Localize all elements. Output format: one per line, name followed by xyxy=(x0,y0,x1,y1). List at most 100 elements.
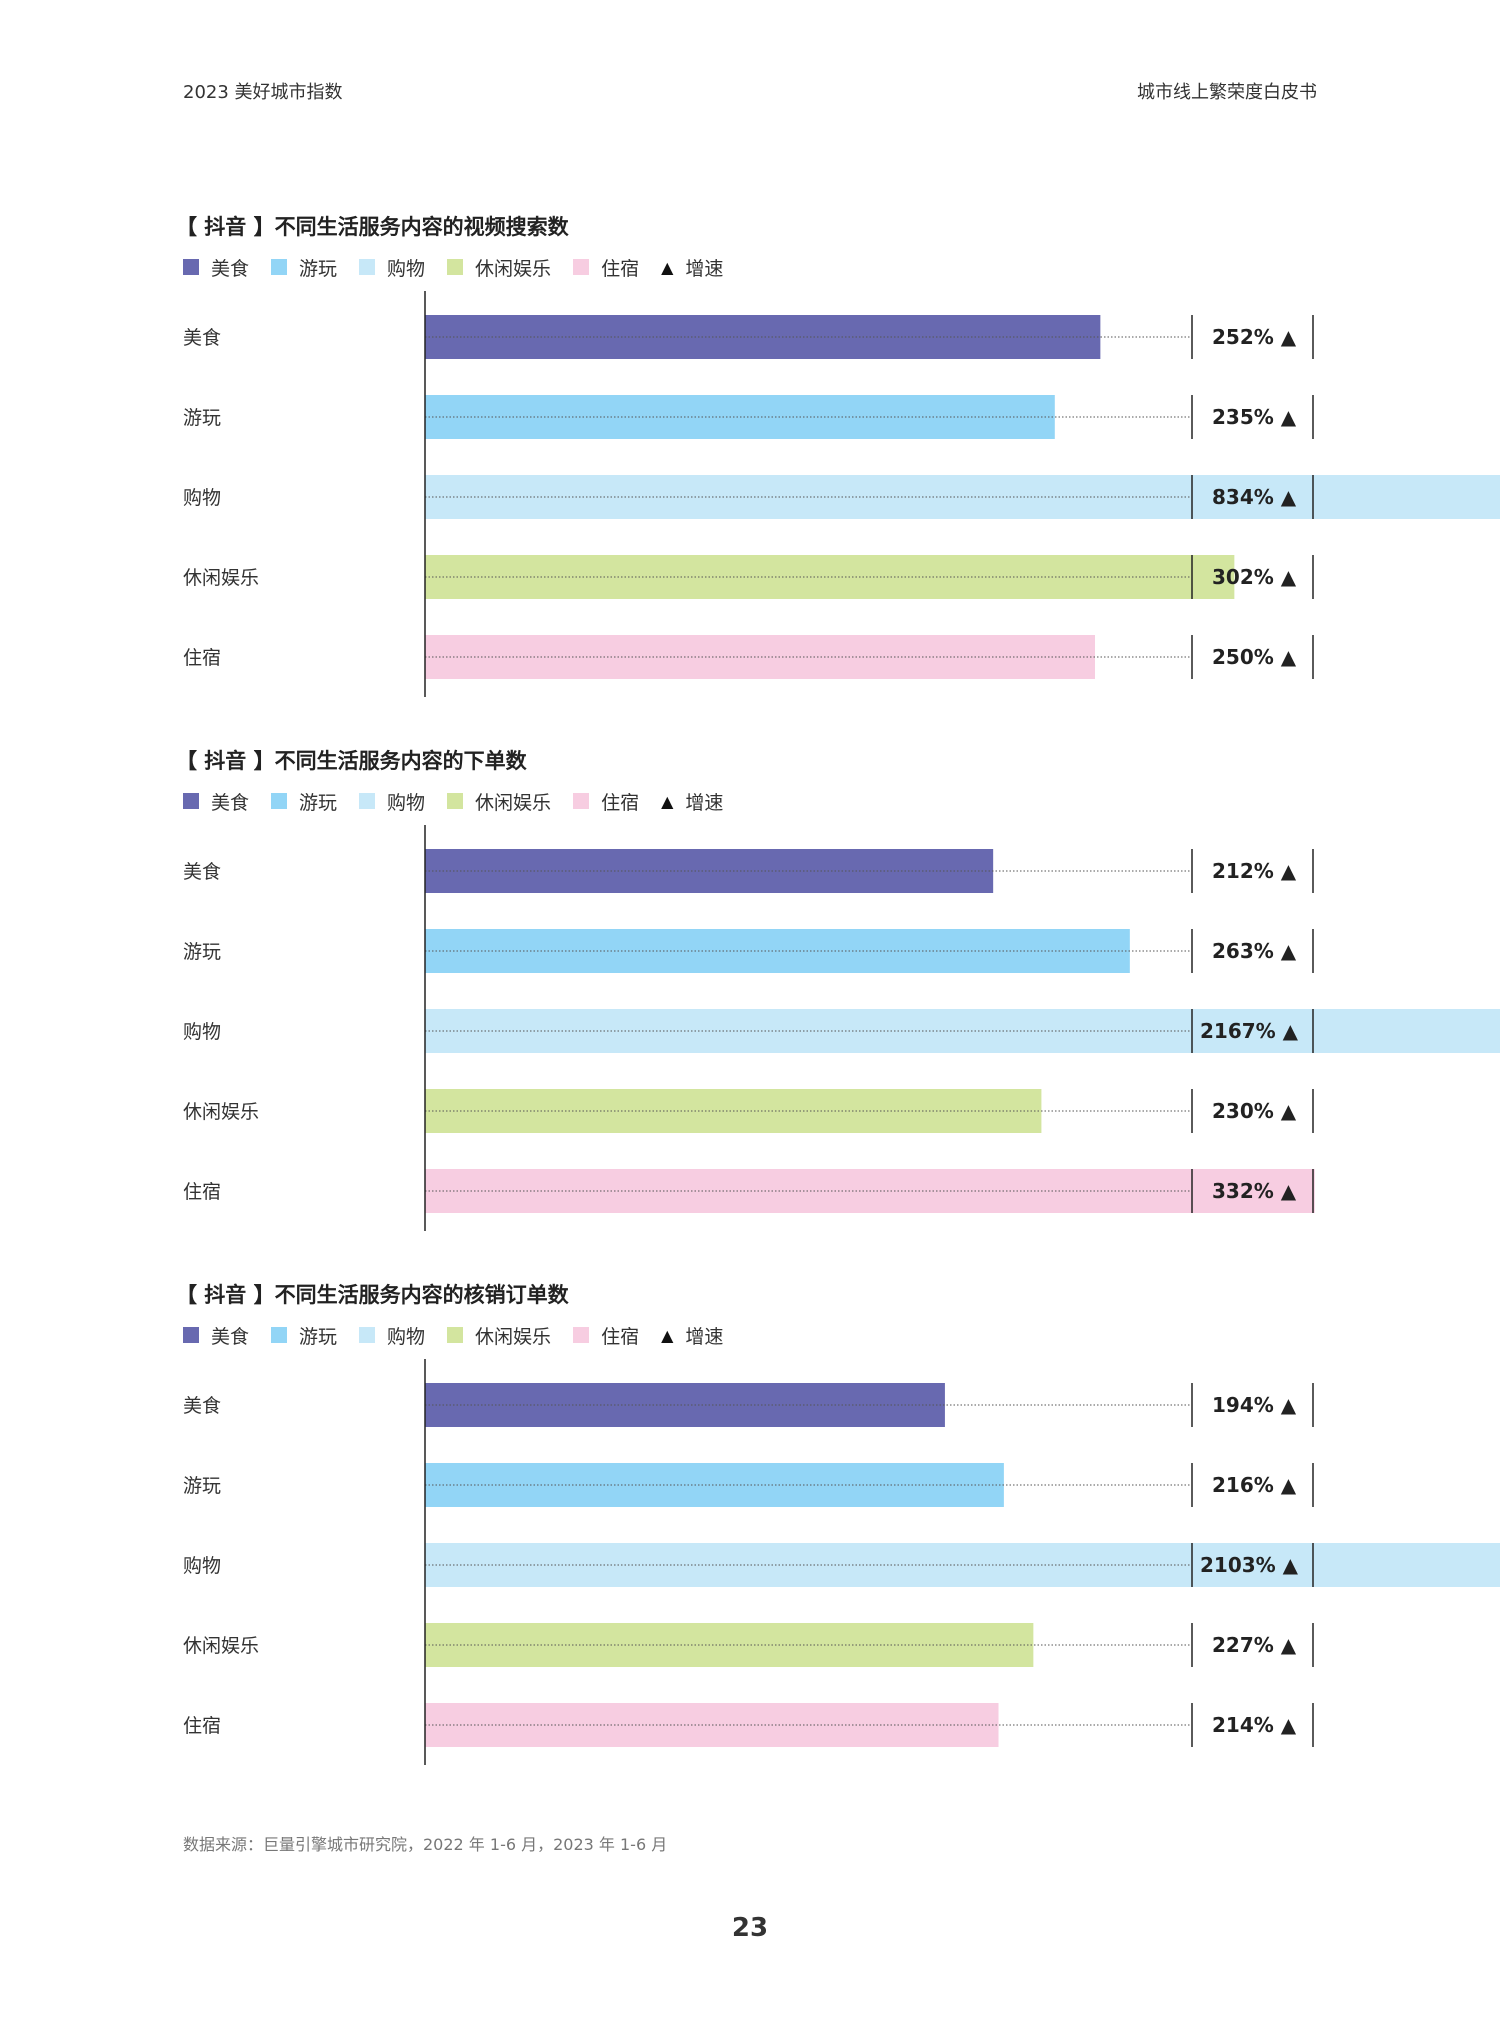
legend-item: 游玩 xyxy=(271,788,337,815)
triangle-up-icon: ▲ xyxy=(661,257,674,277)
category-label-youwan: 游玩 xyxy=(183,407,221,429)
legend-label: 游玩 xyxy=(299,1325,338,1348)
legend-label: 美食 xyxy=(211,791,250,814)
data-label-meishi: 194% ▲ xyxy=(1212,1393,1297,1417)
chart-legend: 美食 游玩 购物 休闲娱乐 住宿 ▲ 增速 xyxy=(183,254,745,281)
legend-swatch xyxy=(359,1327,376,1343)
category-label-gouwu: 购物 xyxy=(183,487,221,509)
legend-label: 美食 xyxy=(211,1325,250,1348)
legend-swatch xyxy=(447,1327,464,1343)
legend-swatch xyxy=(447,793,464,809)
legend-item: 美食 xyxy=(183,254,249,281)
bar-zhusu xyxy=(425,635,1095,679)
data-label-zhusu: 250% ▲ xyxy=(1212,645,1297,669)
triangle-up-icon: ▲ xyxy=(661,791,674,811)
bar-chart-svg: 美食 212% ▲ 游玩 263% ▲ 购物 2167% ▲ 休闲娱乐 230% ▲ 住宿 332… xyxy=(183,825,1500,1231)
legend-item: 休闲娱乐 xyxy=(447,1322,551,1349)
legend-item: 住宿 xyxy=(573,254,639,281)
data-label-xiuxian-yule: 227% ▲ xyxy=(1212,1633,1297,1657)
bar-chart-svg: 美食 194% ▲ 游玩 216% ▲ 购物 2103% ▲ 休闲娱乐 227% ▲ 住宿 214… xyxy=(183,1359,1500,1765)
legend-item: 休闲娱乐 xyxy=(447,788,551,815)
bar-chart-svg: 美食 252% ▲ 游玩 235% ▲ 购物 834% ▲ 休闲娱乐 302% ▲ 住宿 250%… xyxy=(183,291,1500,697)
data-label-meishi: 252% ▲ xyxy=(1212,325,1297,349)
legend-label: 住宿 xyxy=(601,791,640,814)
category-label-meishi: 美食 xyxy=(183,327,221,349)
legend-item: ▲ 增速 xyxy=(661,788,723,815)
legend-item: 美食 xyxy=(183,788,249,815)
category-label-xiuxian-yule: 休闲娱乐 xyxy=(183,1635,259,1657)
data-source-note: 数据来源：巨量引擎城市研究院，2022 年 1-6 月，2023 年 1-6 月 xyxy=(183,1835,668,1854)
legend-label: 游玩 xyxy=(299,791,338,814)
legend-item: 游玩 xyxy=(271,254,337,281)
chart-title: 【 抖音 】不同生活服务内容的核销订单数 xyxy=(176,1283,569,1307)
data-label-gouwu: 2167% ▲ xyxy=(1200,1019,1299,1043)
legend-item: 休闲娱乐 xyxy=(447,254,551,281)
legend-item: 购物 xyxy=(359,788,425,815)
bar-xiuxian-yule xyxy=(425,555,1235,599)
legend-label: 购物 xyxy=(387,257,426,280)
data-label-xiuxian-yule: 302% ▲ xyxy=(1212,565,1297,589)
category-label-zhusu: 住宿 xyxy=(183,647,221,669)
legend-label: 增速 xyxy=(685,791,724,814)
data-label-meishi: 212% ▲ xyxy=(1212,859,1297,883)
category-label-youwan: 游玩 xyxy=(183,941,221,963)
chart-redeemed-orders: 【 抖音 】不同生活服务内容的核销订单数 美食 游玩 购物 休闲娱乐 住宿 ▲ 增速 美食 1… xyxy=(0,1279,1500,1814)
data-label-gouwu: 834% ▲ xyxy=(1212,485,1297,509)
chart-title: 【 抖音 】不同生活服务内容的下单数 xyxy=(176,749,527,773)
legend-swatch xyxy=(183,793,199,809)
legend-swatch xyxy=(573,793,590,809)
category-label-zhusu: 住宿 xyxy=(183,1715,221,1737)
category-label-gouwu: 购物 xyxy=(183,1021,221,1043)
header-left: 2023 美好城市指数 xyxy=(183,82,343,103)
chart-orders: 【 抖音 】不同生活服务内容的下单数 美食 游玩 购物 休闲娱乐 住宿 ▲ 增速 美食 212… xyxy=(0,745,1500,1280)
legend-swatch xyxy=(271,1327,288,1343)
chart-legend: 美食 游玩 购物 休闲娱乐 住宿 ▲ 增速 xyxy=(183,788,745,815)
chart-legend: 美食 游玩 购物 休闲娱乐 住宿 ▲ 增速 xyxy=(183,1322,745,1349)
data-label-youwan: 263% ▲ xyxy=(1212,939,1297,963)
legend-label: 游玩 xyxy=(299,257,338,280)
data-label-youwan: 235% ▲ xyxy=(1212,405,1297,429)
legend-swatch xyxy=(271,793,288,809)
legend-swatch xyxy=(447,259,464,275)
legend-label: 购物 xyxy=(387,1325,426,1348)
category-label-zhusu: 住宿 xyxy=(183,1181,221,1203)
data-label-xiuxian-yule: 230% ▲ xyxy=(1212,1099,1297,1123)
legend-label: 住宿 xyxy=(601,257,640,280)
legend-swatch xyxy=(183,259,199,275)
category-label-youwan: 游玩 xyxy=(183,1475,221,1497)
legend-swatch xyxy=(183,1327,199,1343)
bar-xiuxian-yule xyxy=(425,1623,1034,1667)
legend-swatch xyxy=(359,793,376,809)
legend-label: 休闲娱乐 xyxy=(475,791,552,814)
legend-item: 住宿 xyxy=(573,1322,639,1349)
bar-youwan xyxy=(425,1463,1004,1507)
legend-item: 购物 xyxy=(359,254,425,281)
category-label-meishi: 美食 xyxy=(183,861,221,883)
data-label-zhusu: 214% ▲ xyxy=(1212,1713,1297,1737)
category-label-xiuxian-yule: 休闲娱乐 xyxy=(183,567,259,589)
category-label-xiuxian-yule: 休闲娱乐 xyxy=(183,1101,259,1123)
data-label-zhusu: 332% ▲ xyxy=(1212,1179,1297,1203)
legend-swatch xyxy=(271,259,288,275)
legend-item: 购物 xyxy=(359,1322,425,1349)
legend-label: 增速 xyxy=(685,1325,724,1348)
legend-swatch xyxy=(573,259,590,275)
page-number: 23 xyxy=(731,1913,769,1943)
bar-youwan xyxy=(425,929,1130,973)
legend-item: 美食 xyxy=(183,1322,249,1349)
legend-label: 美食 xyxy=(211,257,250,280)
chart-video-search: 【 抖音 】不同生活服务内容的视频搜索数 美食 游玩 购物 休闲娱乐 住宿 ▲ 增速 美食 2… xyxy=(0,211,1500,746)
legend-item: ▲ 增速 xyxy=(661,1322,723,1349)
triangle-up-icon: ▲ xyxy=(661,1325,674,1345)
header-right: 城市线上繁荣度白皮书 xyxy=(1137,82,1317,103)
legend-label: 增速 xyxy=(685,257,724,280)
bar-youwan xyxy=(425,395,1055,439)
legend-swatch xyxy=(573,1327,590,1343)
data-label-gouwu: 2103% ▲ xyxy=(1200,1553,1299,1577)
legend-swatch xyxy=(359,259,376,275)
chart-title: 【 抖音 】不同生活服务内容的视频搜索数 xyxy=(176,215,569,239)
legend-label: 休闲娱乐 xyxy=(475,1325,552,1348)
legend-label: 购物 xyxy=(387,791,426,814)
legend-item: 游玩 xyxy=(271,1322,337,1349)
legend-item: ▲ 增速 xyxy=(661,254,723,281)
